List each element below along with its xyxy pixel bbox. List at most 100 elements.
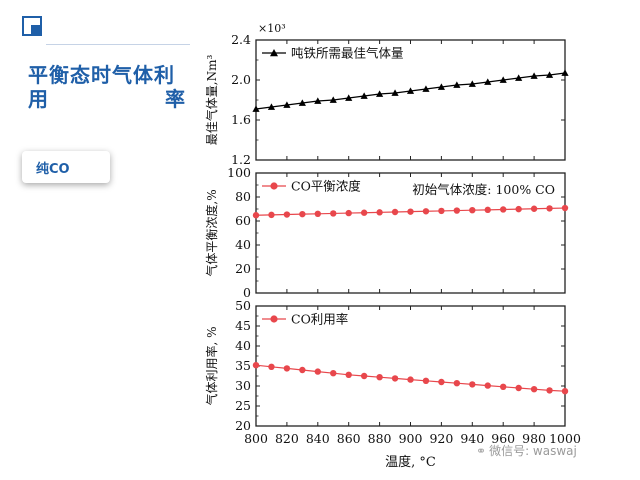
panel-1-data-point [437, 83, 445, 90]
panel-1-ytick-label: 2.4 [231, 32, 251, 47]
panel-1-data-point [252, 105, 260, 112]
panel-3-data-point [515, 384, 522, 392]
panel-3-data-point [252, 362, 260, 369]
panel-3-data-point [376, 374, 383, 381]
panel-3-data-point [314, 368, 321, 375]
panel-3-data-point [530, 386, 538, 393]
panel-2-data-point [376, 209, 383, 216]
panel-1-ylabel: 最佳气体量,Nm³ [204, 55, 219, 146]
panel-1-data-point [406, 87, 415, 94]
panel-2-data-point [453, 207, 461, 214]
slide-title: 平衡态时气体利 用 率 [28, 63, 186, 111]
slide-title-line-2-start: 用 [28, 87, 49, 111]
panel-3-data-point [360, 372, 368, 380]
panel-2-ytick-label: 100 [227, 165, 251, 180]
panel-3-data-point [484, 382, 491, 389]
panel-2-ytick-label: 80 [235, 189, 251, 204]
panel-3-data-point [391, 375, 399, 382]
panel-1-data-point [329, 96, 337, 103]
panel-2-data-point [252, 212, 260, 219]
panel-3-data-point [299, 366, 306, 374]
panel-1-ytick-label: 1.6 [231, 112, 251, 127]
panel-2-ylabel: 气体平衡浓度,% [204, 189, 219, 276]
watermark-text: 微信号: waswaj [489, 444, 577, 458]
panel-1-data-point [298, 99, 306, 106]
panel-3-data-point [407, 376, 414, 383]
panel-2-data-point [391, 208, 399, 216]
panel-2-data-point [422, 208, 430, 215]
panel-3-ytick-label: 50 [235, 298, 251, 313]
panel-1-data-point [453, 81, 461, 88]
header-divider [46, 44, 196, 45]
panel-2-data-point [484, 206, 491, 214]
panel-3-data-point [345, 371, 352, 378]
panel-1-legend-marker [270, 49, 278, 57]
xtick-label: 1000 [549, 431, 581, 446]
panel-1-data-point [314, 97, 322, 104]
panel-2-data-point [500, 206, 507, 213]
panel-2-data-point [268, 211, 275, 219]
panel-3-data-point [469, 381, 476, 388]
panel-3-ylabel: 气体利用率, % [204, 326, 219, 405]
panel-1-data-point [360, 92, 368, 99]
panel-1-data-point [391, 89, 399, 96]
panel-2-annotation: 初始气体浓度: 100% CO [412, 182, 555, 197]
slide-title-line-2: 用 率 [28, 87, 186, 111]
panel-3-data-point [546, 387, 553, 394]
panel-3-ytick-label: 40 [235, 338, 251, 353]
panel-1-data-point [345, 94, 353, 101]
xtick-label: 840 [306, 431, 330, 446]
panel-2-legend-label: CO平衡浓度 [291, 179, 361, 194]
panel-1-data-point [376, 90, 384, 97]
panel-3-legend-label: CO利用率 [291, 312, 348, 327]
panel-3-ytick-label: 35 [235, 358, 251, 373]
panel-2-ytick-label: 20 [235, 261, 251, 276]
panel-2-data-point [407, 208, 414, 215]
panel-2-ytick-label: 60 [235, 213, 251, 228]
wechat-watermark: ⚭ 微信号: waswaj [476, 442, 577, 459]
x-axis-label: 温度, °C [385, 454, 436, 470]
panel-3-data-point [438, 378, 445, 386]
panel-3-data-point [268, 363, 275, 370]
panel-1-data-point [283, 101, 291, 108]
panel-3-ytick-label: 25 [235, 398, 251, 413]
panel-1-y-exponent: ×10³ [258, 22, 286, 35]
xtick-label: 880 [368, 431, 392, 446]
panel-3-data-point [500, 383, 507, 390]
stacked-line-charts: 1.2 1.6 2.0 2.4 最佳气体量,Nm³ 吨铁所需最佳气体量 ×10³ 0 20 40 6… [204, 22, 581, 470]
slide-title-line-1: 平衡态时气体利 [28, 63, 175, 87]
panel-2-ytick-label: 0 [243, 285, 251, 300]
xtick-label: 800 [244, 431, 268, 446]
panel-2-data-point [469, 207, 476, 214]
panel-3-data-point [330, 370, 337, 377]
xtick-label: 820 [275, 431, 299, 446]
panel-2-ytick-label: 40 [235, 237, 251, 252]
gas-type-tag: 纯CO [22, 151, 110, 183]
panel-2-data-point [438, 207, 445, 215]
panel-2-data-point [561, 204, 569, 212]
panel-2-data-point [299, 210, 306, 218]
panel-1-data-point [530, 72, 538, 79]
panel-2-data-point [283, 211, 291, 218]
slide-title-line-2-end: 率 [165, 87, 186, 111]
xtick-label: 920 [429, 431, 453, 446]
xtick-label: 980 [522, 431, 546, 446]
chart-card: 1.2 1.6 2.0 2.4 最佳气体量,Nm³ 吨铁所需最佳气体量 ×10³ 0 20 40 6… [190, 10, 582, 470]
panel-2-legend-marker [270, 182, 278, 190]
panel-1-legend-label: 吨铁所需最佳气体量 [291, 46, 404, 61]
panel-2-data-point [515, 205, 522, 213]
gas-type-tag-label: 纯CO [36, 161, 70, 177]
panel-3-ytick-label: 20 [235, 418, 251, 433]
panel-1-ytick-label: 2.0 [231, 72, 251, 87]
panel-3-data-point [422, 377, 430, 384]
panel-2-data-point [360, 209, 368, 216]
panel-1-data-point [484, 78, 492, 85]
panel-3-data-point [561, 388, 569, 395]
xtick-label: 940 [460, 431, 484, 446]
panel-2-data-point [546, 205, 553, 212]
xtick-label: 960 [491, 431, 515, 446]
panel-1-data-point [267, 103, 276, 110]
xtick-label: 900 [399, 431, 423, 446]
xtick-label: 860 [337, 431, 361, 446]
panel-3-data-point [283, 365, 291, 372]
